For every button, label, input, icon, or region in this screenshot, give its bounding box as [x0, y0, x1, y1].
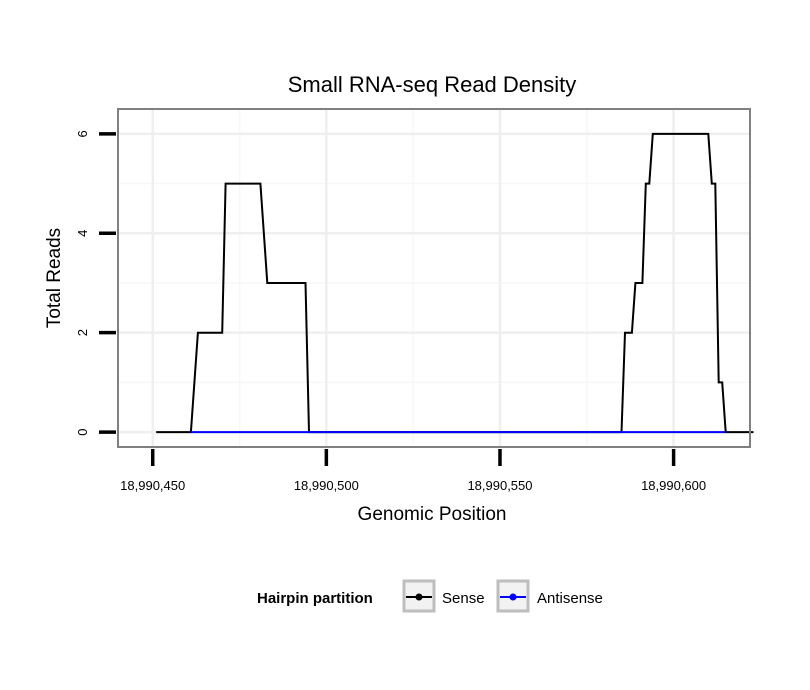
x-axis-title: Genomic Position [358, 504, 507, 525]
y-tick-label: 6 [75, 130, 90, 137]
chart-title: Small RNA-seq Read Density [288, 72, 577, 97]
legend-point-sense [415, 593, 423, 601]
x-axis: 18,990,450 18,990,500 18,990,550 18,990,600 [120, 449, 706, 493]
legend-title: Hairpin partition [257, 590, 373, 607]
y-axis-title: Total Reads [44, 228, 65, 328]
x-tick-label: 18,990,600 [641, 478, 706, 493]
series-layer [156, 132, 754, 434]
y-tick-label: 4 [75, 230, 90, 237]
y-tick-label: 2 [75, 329, 90, 336]
legend-point-antisense [509, 593, 517, 601]
x-tick-label: 18,990,500 [294, 478, 359, 493]
legend-item-sense: Sense [402, 579, 485, 613]
grid [118, 109, 750, 447]
series-line-sense [156, 132, 754, 434]
legend-label-sense: Sense [442, 590, 485, 607]
x-tick-label: 18,990,550 [467, 478, 532, 493]
x-tick-label: 18,990,450 [120, 478, 185, 493]
legend-label-antisense: Antisense [537, 590, 603, 607]
legend-item-antisense: Antisense [496, 579, 603, 613]
plot-panel-border [117, 108, 751, 448]
legend: Hairpin partition Sense Antisense [257, 579, 603, 613]
y-tick-label: 0 [75, 428, 90, 435]
y-axis: 0 2 4 6 [75, 130, 116, 436]
